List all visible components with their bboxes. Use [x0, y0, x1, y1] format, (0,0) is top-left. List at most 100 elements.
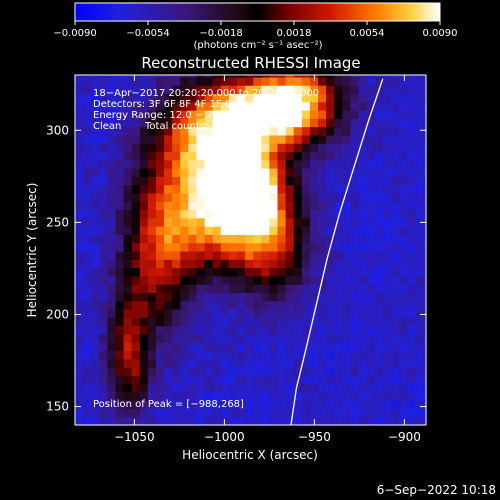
heatmap-cell	[156, 333, 165, 343]
heatmap-cell	[147, 358, 157, 368]
heatmap-cell	[99, 275, 108, 285]
heatmap-cell	[164, 93, 173, 103]
heatmap-cell	[139, 333, 149, 343]
heatmap-cell	[253, 134, 262, 144]
heatmap-cell	[172, 176, 181, 186]
heatmap-cell	[366, 118, 376, 128]
heatmap-cell	[204, 250, 214, 260]
heatmap-cell	[285, 366, 295, 376]
heatmap-cell	[196, 284, 206, 293]
heatmap-cell	[131, 151, 141, 161]
heatmap-cell	[342, 366, 351, 376]
heatmap-cell	[399, 126, 408, 136]
heatmap-cell	[342, 110, 351, 119]
heatmap-cell	[156, 350, 165, 360]
heatmap-cell	[350, 85, 360, 95]
heatmap-cell	[390, 317, 400, 327]
heatmap-cell	[269, 350, 279, 360]
heatmap-cell	[237, 400, 246, 410]
heatmap-cell	[261, 292, 270, 302]
heatmap-cell	[237, 168, 246, 177]
heatmap-cell	[277, 134, 287, 144]
heatmap-cell	[228, 259, 238, 269]
heatmap-cell	[407, 234, 416, 244]
heatmap-cell	[390, 284, 400, 293]
heatmap-cell	[261, 400, 270, 410]
heatmap-cell	[228, 416, 238, 425]
heatmap-cell	[237, 151, 246, 161]
heatmap-cell	[212, 350, 222, 360]
heatmap-cell	[123, 275, 133, 285]
heatmap-cell	[83, 383, 92, 393]
heatmap-cell	[318, 85, 327, 95]
heatmap-cell	[342, 383, 351, 393]
heatmap-cell	[107, 292, 117, 302]
heatmap-cell	[123, 342, 133, 351]
heatmap-cell	[75, 308, 84, 318]
heatmap-cell	[245, 151, 254, 161]
heatmap-cell	[245, 93, 254, 103]
heatmap-cell	[334, 242, 343, 252]
heatmap-cell	[115, 234, 125, 244]
heatmap-cell	[407, 375, 416, 385]
heatmap-cell	[220, 284, 230, 293]
heatmap-cell	[164, 118, 173, 128]
heatmap-cell	[407, 209, 416, 219]
heatmap-cell	[342, 342, 351, 351]
heatmap-cell	[212, 242, 222, 252]
heatmap-cell	[91, 134, 100, 144]
heatmap-cell	[91, 408, 100, 418]
heatmap-cell	[399, 93, 408, 103]
heatmap-cell	[164, 317, 173, 327]
heatmap-cell	[253, 101, 262, 111]
heatmap-cell	[91, 126, 100, 136]
heatmap-cell	[172, 267, 181, 277]
heatmap-cell	[220, 126, 230, 136]
heatmap-cell	[366, 416, 376, 425]
heatmap-cell	[139, 308, 149, 318]
heatmap-cell	[83, 250, 92, 260]
heatmap-cell	[188, 375, 198, 385]
heatmap-cell	[326, 292, 335, 302]
heatmap-cell	[358, 126, 368, 136]
heatmap-cell	[139, 400, 149, 410]
heatmap-cell	[156, 101, 165, 111]
heatmap-cell	[309, 184, 319, 194]
heatmap-cell	[261, 126, 270, 136]
heatmap-cell	[123, 400, 133, 410]
heatmap-cell	[261, 168, 270, 177]
heatmap-cell	[123, 358, 133, 368]
heatmap-cell	[245, 317, 254, 327]
heatmap-cell	[99, 76, 108, 86]
heatmap-cell	[245, 209, 254, 219]
heatmap-cell	[309, 292, 319, 302]
heatmap-cell	[188, 143, 198, 153]
heatmap-cell	[180, 134, 189, 144]
heatmap-cell	[156, 408, 165, 418]
heatmap-cell	[147, 143, 157, 153]
heatmap-cell	[123, 184, 133, 194]
heatmap-cell	[301, 275, 311, 285]
heatmap-cell	[196, 126, 206, 136]
heatmap-cell	[75, 201, 84, 211]
heatmap-cell	[139, 176, 149, 186]
heatmap-cell	[212, 292, 222, 302]
heatmap-cell	[237, 391, 246, 401]
heatmap-cell	[99, 242, 108, 252]
heatmap-cell	[164, 168, 173, 177]
heatmap-cell	[75, 250, 84, 260]
heatmap-cell	[342, 242, 351, 252]
heatmap-cell	[139, 416, 149, 425]
heatmap-cell	[423, 416, 426, 425]
heatmap-cell	[91, 300, 100, 310]
heatmap-cell	[228, 375, 238, 385]
heatmap-cell	[123, 325, 133, 335]
heatmap-cell	[188, 317, 198, 327]
heatmap-cell	[350, 226, 360, 235]
heatmap-cell	[293, 151, 303, 161]
heatmap-cell	[196, 201, 206, 211]
heatmap-cell	[269, 234, 279, 244]
heatmap-cell	[407, 126, 416, 136]
heatmap-cell	[172, 342, 181, 351]
heatmap-cell	[423, 101, 426, 111]
